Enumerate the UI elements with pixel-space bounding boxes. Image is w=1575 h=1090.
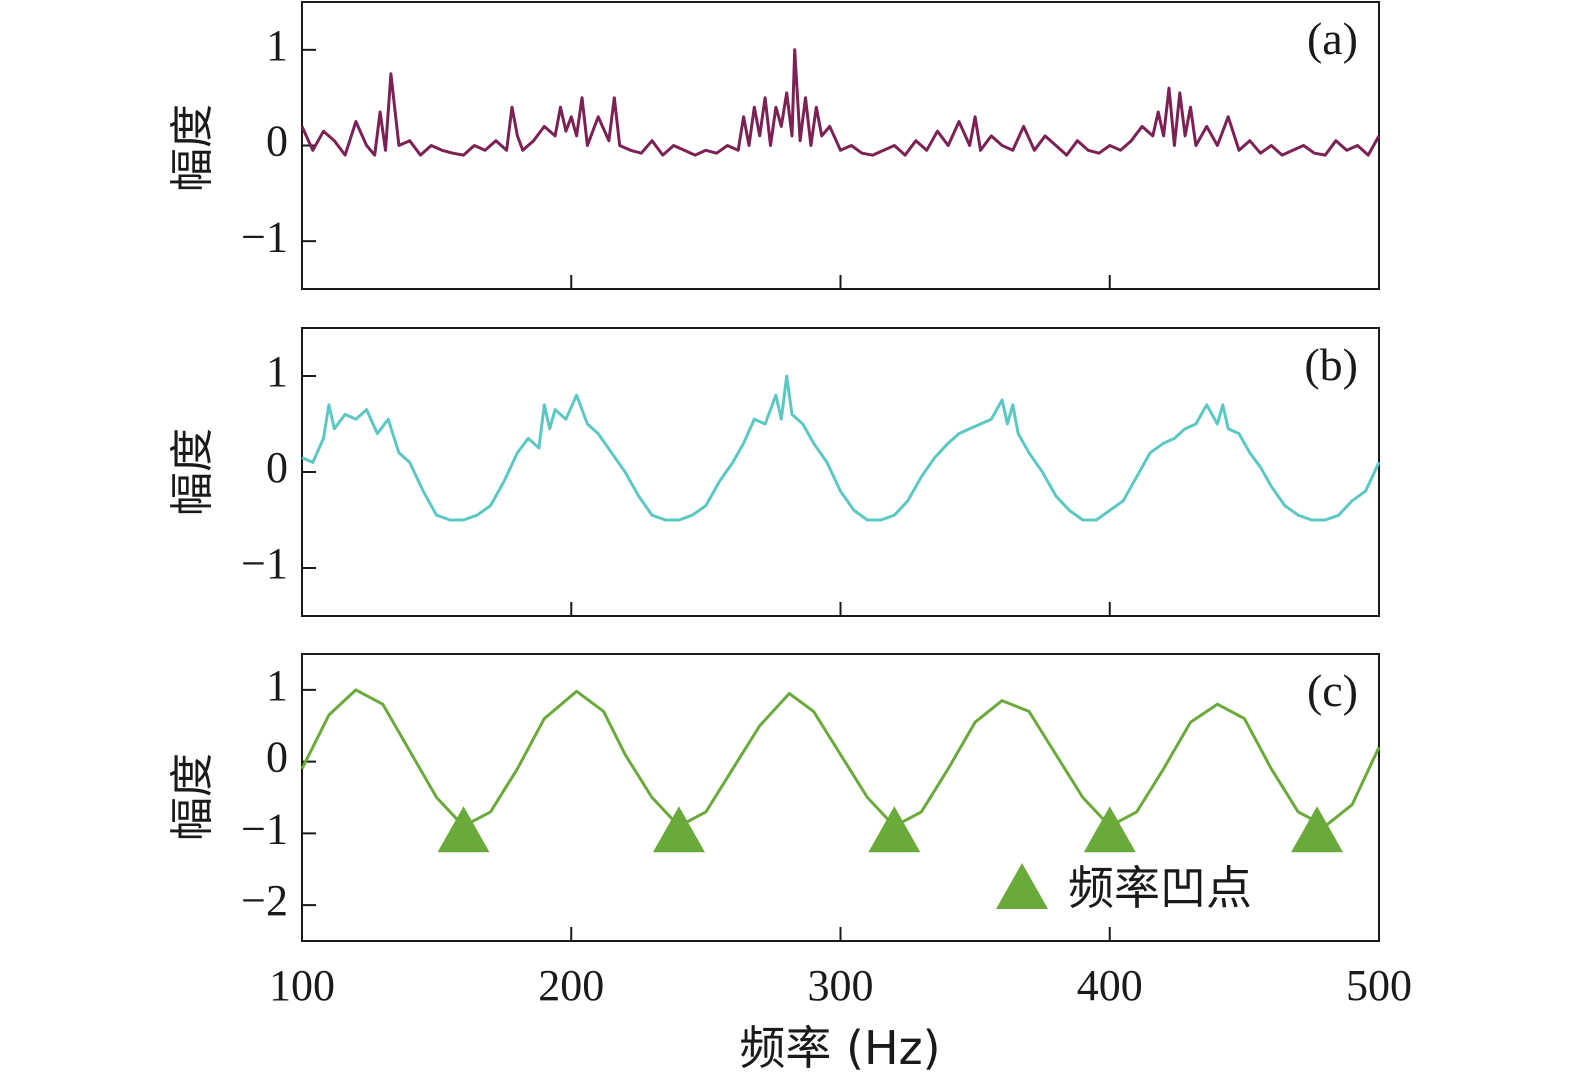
panel-b: 幅度 (b) 1 0 −1 [167,327,1381,617]
notch-marker [437,806,490,853]
panel-c-ylabel: 幅度 [167,753,218,841]
panel-c-ytick-label: 0 [266,733,288,782]
panel-b-frame [301,327,1380,617]
panel-a-label: (a) [1307,13,1358,64]
legend-label: 频率凹点 [1068,861,1252,915]
panel-b-ytick-label: 0 [266,443,288,492]
panel-c-ytick-label: −1 [241,804,288,853]
legend-marker [996,863,1048,909]
panel-c-label: (c) [1307,665,1358,716]
xtick-label: 200 [538,961,604,1010]
notch-marker [1291,806,1344,853]
panel-a-ytick-label: 0 [266,117,288,166]
panel-b-ylabel: 幅度 [167,428,218,516]
notch-marker [1083,806,1136,853]
notch-marker [868,806,921,853]
xtick-label: 500 [1346,961,1412,1010]
panel-a-series-line [300,48,1381,157]
panel-a-ytick-label: −1 [241,212,288,261]
xtick-label: 400 [1077,961,1143,1010]
notch-marker [652,806,705,853]
panel-a-ytick-label: 1 [266,21,288,70]
panel-a: 幅度 (a) 1 0 −1 [167,1,1381,290]
panel-b-series-line [301,374,1381,522]
panel-b-ytick-label: 1 [266,347,288,396]
panel-c-ytick-label: −2 [241,876,288,925]
xtick-label: 300 [808,961,874,1010]
panel-c: 幅度 (c) 频率凹点 1 0 −1 −2 100 200 300 400 500 [167,653,1412,1010]
x-axis-label: 频率 (Hz) [739,1021,940,1075]
panel-b-ytick-label: −1 [241,539,288,588]
panel-c-series-line [300,688,1381,828]
panel-b-label: (b) [1304,339,1358,390]
xtick-label: 100 [269,961,335,1010]
panel-a-ylabel: 幅度 [167,104,218,192]
panel-c-ytick-label: 1 [266,661,288,710]
